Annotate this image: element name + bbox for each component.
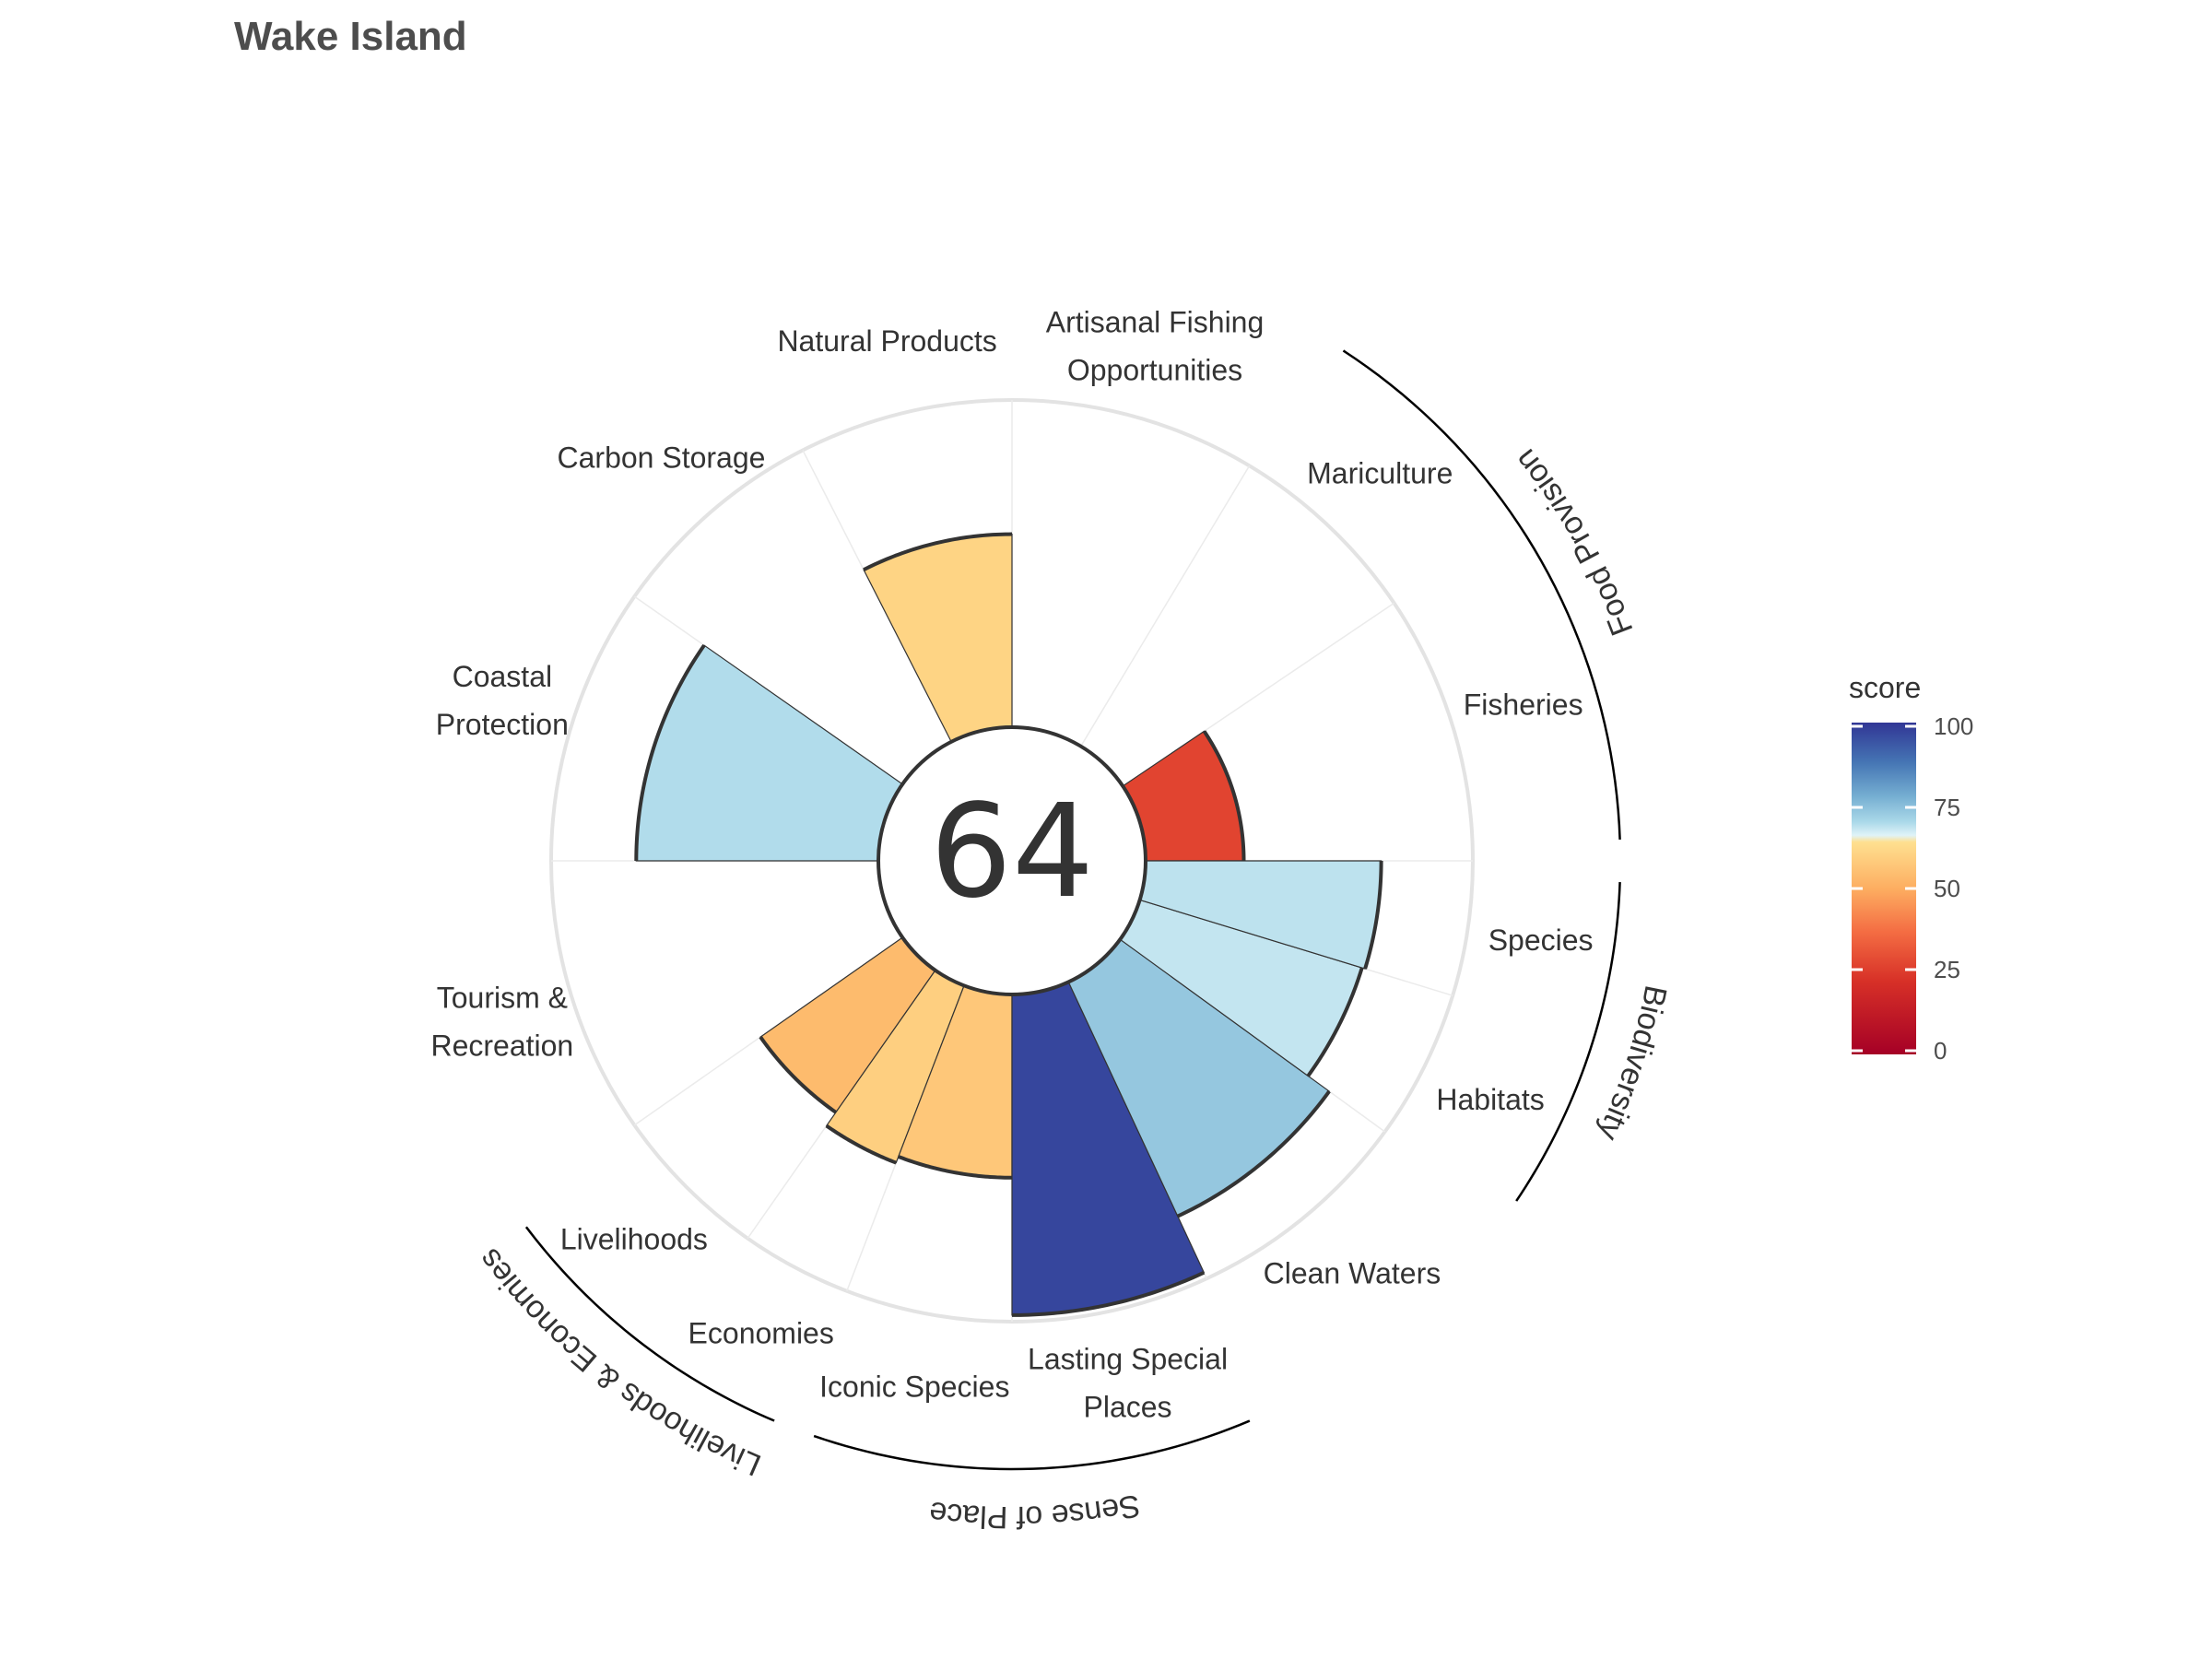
group-label-sense-of-place: Sense of Place: [927, 1488, 1143, 1535]
legend: score 100 75 50 25 0: [1849, 671, 1973, 1065]
petal-edge-coastal-protection: [634, 644, 706, 862]
goal-label-lasting-special-places: Lasting Special Places: [1028, 1342, 1228, 1423]
center-score: 64: [930, 777, 1094, 927]
score-petals: [634, 532, 1383, 1317]
legend-tick-label: 75: [1934, 794, 1960, 821]
goal-label-iconic-species: Iconic Species: [819, 1370, 1009, 1403]
goal-label-species: Species: [1488, 924, 1594, 957]
chart-title: Wake Island: [234, 14, 467, 59]
goal-label-clean-waters: Clean Waters: [1264, 1257, 1441, 1290]
goal-labels: Fisheries Mariculture Artisanal Fishing Opp…: [430, 305, 1593, 1423]
goal-label-livelihoods: Livelihoods: [560, 1222, 708, 1255]
goal-label-tourism-and-recreation: Tourism & Recreation: [430, 982, 573, 1063]
petal-edge-habitats: [1306, 967, 1364, 1077]
goal-label-mariculture: Mariculture: [1307, 456, 1453, 489]
legend-tick-label: 50: [1934, 875, 1960, 902]
group-label-livelihoods-and-economies: Livelihoods & Economies: [472, 1242, 766, 1483]
group-arc-food-provision: [1342, 349, 1621, 841]
goal-label-fisheries: Fisheries: [1464, 688, 1583, 722]
goal-label-carbon-storage: Carbon Storage: [558, 441, 766, 474]
goal-label-economies: Economies: [688, 1316, 834, 1349]
goal-label-habitats: Habitats: [1436, 1083, 1544, 1116]
group-label-food-provision: Food Provision: [1508, 442, 1641, 641]
petal-edge-iconic-species: [898, 1155, 1013, 1180]
legend-tick-label: 0: [1934, 1037, 1947, 1065]
group-arc-biodiversity: [1515, 881, 1621, 1202]
goal-label-artisanal-fishing-opportunities: Artisanal Fishing Opportunities: [1046, 305, 1265, 386]
legend-ticks: 100 75 50 25 0: [1852, 712, 1973, 1065]
petal-edge-fisheries: [1202, 730, 1246, 862]
petal-edge-economies: [825, 1124, 897, 1165]
petal-edge-clean-waters: [1176, 1089, 1331, 1218]
goal-label-natural-products: Natural Products: [777, 324, 996, 358]
goal-label-coastal-protection: Coastal Protection: [436, 660, 569, 741]
legend-title: score: [1849, 671, 1921, 704]
center-circle: [877, 725, 1147, 996]
legend-tick-label: 25: [1934, 956, 1960, 983]
petal-edge-lasting-special-places: [1011, 1270, 1206, 1317]
legend-tick-label: 100: [1934, 712, 1973, 740]
petal-edge-livelihoods: [759, 1035, 838, 1114]
group-arc-livelihoods-and-economies: [524, 1226, 775, 1422]
petal-edge-natural-products: [863, 532, 1013, 571]
petal-edge-species: [1363, 860, 1383, 970]
group-arc-sense-of-place: [813, 1419, 1251, 1471]
